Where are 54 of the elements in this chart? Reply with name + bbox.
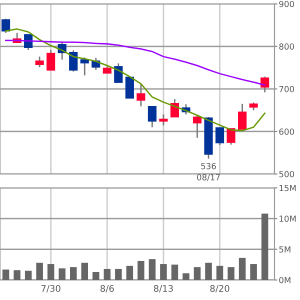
candlestick (192, 115, 202, 139)
bar (250, 264, 257, 280)
candlestick (170, 98, 180, 118)
y-tick-label: 900 (279, 0, 294, 8)
bar (92, 272, 100, 280)
bar (36, 262, 43, 280)
bar (171, 264, 178, 280)
candlestick (80, 56, 89, 76)
bar (2, 270, 10, 280)
bar (238, 258, 246, 280)
bar (194, 267, 201, 280)
x-tick-label: 7/30 (41, 285, 60, 293)
candlestick (148, 106, 156, 128)
bar (115, 268, 122, 280)
bar (228, 267, 234, 280)
y-tick-label: 15M (280, 184, 296, 192)
y-tick-label: 0M (279, 276, 290, 284)
bar (148, 259, 156, 280)
x-tick-label: 8/13 (154, 285, 173, 293)
candlestick (238, 103, 247, 130)
candlestick (125, 76, 134, 99)
bar (47, 264, 54, 280)
bar (58, 268, 66, 280)
bar (261, 214, 268, 280)
bar (216, 266, 224, 280)
candlestick (226, 128, 236, 146)
y-tick-label: 10M (280, 216, 296, 222)
y-tick-label: 500 (279, 170, 294, 178)
bar (81, 262, 88, 280)
candlestick (215, 126, 224, 146)
y-tick-label: 800 (279, 43, 294, 50)
candlestick (35, 56, 44, 68)
annotation: 536 (201, 163, 216, 170)
candlestick (46, 49, 56, 71)
bar (126, 266, 134, 280)
candlestick (2, 18, 10, 34)
text: 08/17 (197, 174, 220, 182)
bar (70, 267, 77, 280)
candlestick (260, 76, 270, 94)
candlestick (114, 62, 123, 84)
bar (182, 273, 190, 280)
bar (24, 270, 32, 280)
candlestick (69, 50, 78, 72)
y-tick-label: 5M (279, 246, 290, 253)
x-tick-label: 8/6 (100, 285, 114, 293)
bar (160, 264, 167, 280)
candlestick (136, 84, 146, 108)
bar (104, 268, 111, 280)
x-tick-label: 8/20 (210, 285, 230, 293)
bar (14, 270, 20, 280)
y-tick-label: 600 (279, 128, 294, 135)
bar (138, 260, 144, 280)
bar (205, 262, 212, 280)
y-tick-label: 700 (279, 86, 294, 92)
